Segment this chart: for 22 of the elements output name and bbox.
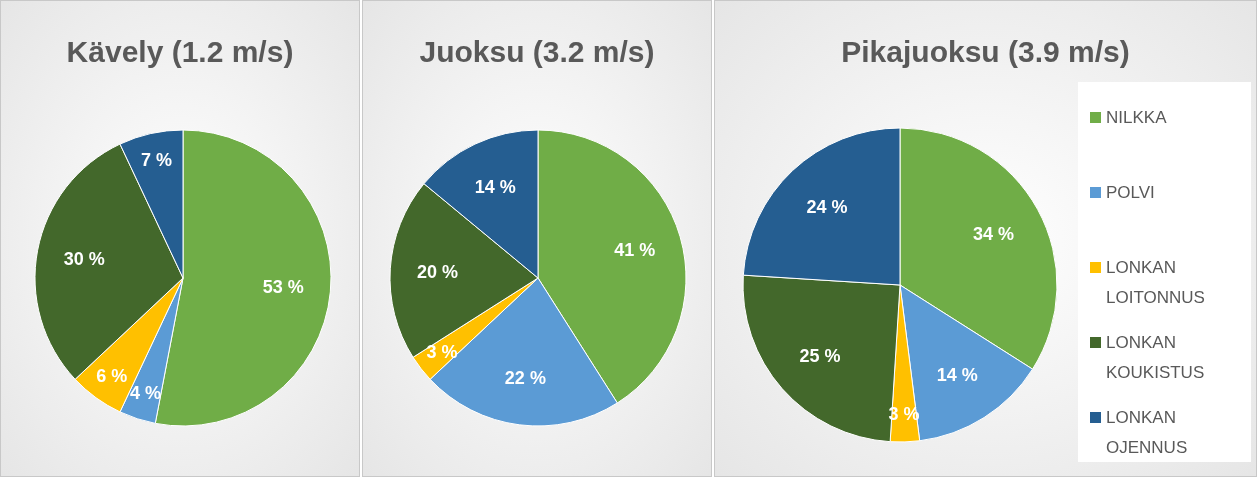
legend-label: LONKAN KOUKISTUS	[1106, 333, 1205, 382]
data-label: 3 %	[426, 342, 458, 363]
chart-title: Kävely (1.2 m/s)	[66, 35, 294, 68]
data-label: 34 %	[973, 223, 1015, 244]
legend-label: LONKAN OJENNUS	[1106, 408, 1188, 457]
data-label: 14 %	[936, 365, 978, 386]
data-label: 22 %	[504, 367, 546, 388]
data-label: 20 %	[417, 261, 459, 282]
slice-label: NILKKA	[1106, 108, 1168, 127]
chart-title: Juoksu (3.2 m/s)	[419, 35, 655, 68]
data-label: 30 %	[63, 249, 105, 270]
data-label: 6 %	[96, 366, 128, 387]
data-label: 41 %	[614, 239, 656, 260]
data-label: 14 %	[474, 176, 516, 197]
data-label: 25 %	[799, 345, 841, 366]
data-label: 7 %	[141, 149, 173, 170]
data-label: 53 %	[262, 277, 304, 298]
data-label: 4 %	[129, 383, 162, 404]
legend-label: LONKAN LOITONNUS	[1106, 258, 1205, 307]
legend-label: POLVI	[1106, 183, 1155, 202]
data-label: 24 %	[806, 197, 848, 218]
chart-title: Pikajuoksu (3.9 m/s)	[841, 35, 1130, 68]
